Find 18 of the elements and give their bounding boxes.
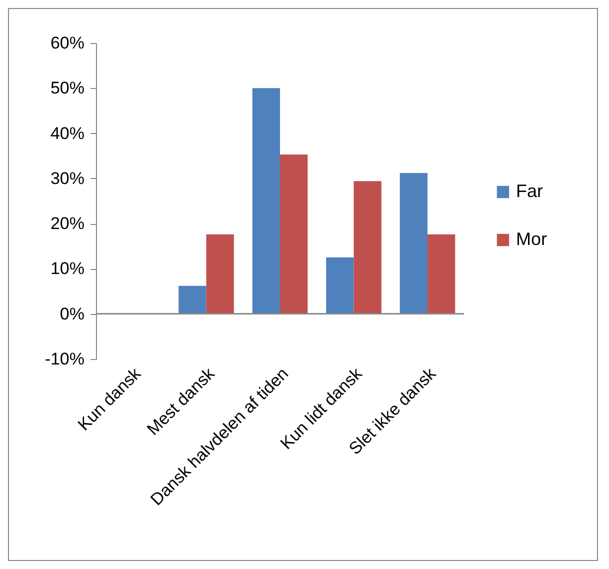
y-tick-label: 60% [50,34,84,52]
y-tick-label: 0% [60,304,84,324]
bar [326,257,354,314]
bar [206,234,234,314]
bar [252,88,280,314]
bar [400,173,428,314]
bar [354,181,382,314]
y-tick-label: 30% [50,168,84,188]
y-tick-label: 10% [50,259,84,278]
bar [178,286,206,314]
bar [427,234,456,314]
legend-label: Mor [516,229,548,249]
y-tick-label: -10% [44,350,84,368]
y-tick-label: 40% [50,124,84,143]
y-tick-label: 20% [50,214,84,234]
legend-label: Far [516,181,544,201]
bar [280,154,308,314]
y-tick-label: 50% [50,78,84,98]
